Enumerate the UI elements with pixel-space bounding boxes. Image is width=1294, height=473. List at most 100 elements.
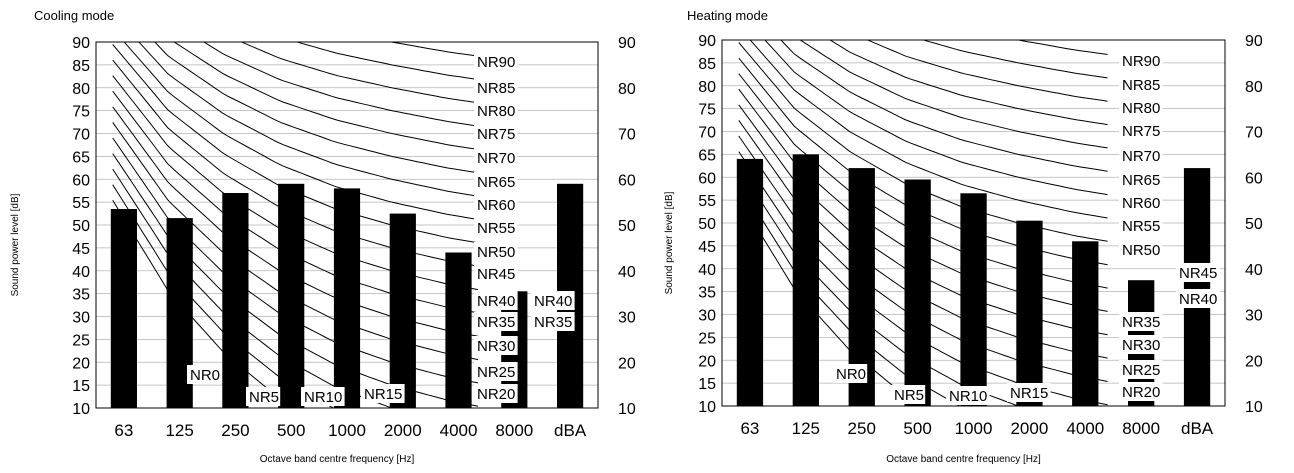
x-tick-label: 250 bbox=[848, 419, 876, 438]
nr-label-text: NR0 bbox=[190, 367, 220, 384]
x-axis-title: Octave band centre frequency [Hz] bbox=[260, 454, 415, 465]
x-tick-label: 8000 bbox=[495, 421, 533, 440]
y-tick-label-right: 10 bbox=[618, 401, 636, 418]
y-tick-label-right: 50 bbox=[1245, 216, 1263, 233]
bar bbox=[1072, 241, 1099, 406]
nr-label-text: NR40 bbox=[534, 293, 572, 310]
chart-title: Heating mode bbox=[687, 8, 768, 23]
nr-label-bg bbox=[1119, 312, 1163, 331]
nr-curve bbox=[1015, 40, 1108, 55]
nr-label-bg bbox=[474, 195, 518, 214]
y-tick-label: 10 bbox=[698, 399, 716, 416]
nr-label-bg bbox=[1007, 383, 1051, 402]
plot-frame bbox=[95, 41, 599, 409]
y-tick-label-right: 30 bbox=[618, 310, 636, 327]
y-tick-label-right: 60 bbox=[1245, 170, 1263, 187]
y-tick-label-right: 20 bbox=[618, 355, 636, 372]
y-tick-label: 90 bbox=[72, 35, 90, 52]
nr-label-text: NR5 bbox=[894, 387, 924, 404]
nr-label: NR35 bbox=[1119, 312, 1163, 331]
nr-label: NR75 bbox=[1119, 121, 1163, 140]
y-tick-label: 25 bbox=[72, 332, 90, 349]
bar bbox=[445, 252, 472, 408]
nr-label-text: NR55 bbox=[1122, 218, 1160, 235]
nr-label-bg bbox=[474, 101, 518, 120]
nr-label-text: NR40 bbox=[477, 293, 515, 310]
nr-label-text: NR20 bbox=[477, 386, 515, 403]
nr-label: NR90 bbox=[474, 52, 518, 71]
nr-label: NR45 bbox=[474, 264, 518, 283]
y-tick-label-right: 50 bbox=[618, 218, 636, 235]
y-tick-label: 75 bbox=[698, 102, 716, 119]
nr-label-bg bbox=[1119, 98, 1163, 117]
y-tick-label-right: 10 bbox=[1245, 399, 1263, 416]
x-tick-label: 63 bbox=[114, 421, 133, 440]
y-tick-label: 90 bbox=[698, 33, 716, 50]
y-tick-label: 15 bbox=[698, 376, 716, 393]
nr-label-text: NR30 bbox=[1122, 337, 1160, 354]
nr-curve bbox=[202, 42, 479, 127]
nr-curve bbox=[764, 40, 1108, 196]
y-tick-label: 80 bbox=[698, 79, 716, 96]
y-tick-label-right: 90 bbox=[618, 35, 636, 52]
nr-label-text: NR85 bbox=[1122, 77, 1160, 94]
y-tick-label: 25 bbox=[698, 330, 716, 347]
nr-label: NR5 bbox=[891, 385, 926, 404]
nr-label: NR35 bbox=[531, 312, 575, 331]
y-tick-label: 75 bbox=[72, 104, 90, 121]
x-tick-labels: 63 125 250 500 1000 2000 4000 8000 dBA bbox=[114, 421, 586, 440]
bar bbox=[1016, 220, 1043, 406]
nr-label: NR70 bbox=[474, 148, 518, 167]
nr-label-text: NR90 bbox=[477, 54, 515, 71]
y-tick-label: 60 bbox=[698, 170, 716, 187]
nr-curve bbox=[154, 42, 479, 174]
nr-label: NR20 bbox=[1119, 382, 1163, 401]
nr-label: NR85 bbox=[1119, 75, 1163, 94]
y-tick-label-right: 70 bbox=[1245, 125, 1263, 142]
nr-label-bg bbox=[474, 124, 518, 143]
x-tick-label: 2000 bbox=[384, 421, 422, 440]
nr-label: NR20 bbox=[474, 384, 518, 403]
nr-label-bg bbox=[474, 312, 518, 331]
nr-label-bg bbox=[946, 386, 990, 405]
nr-label-bg bbox=[474, 362, 518, 381]
nr-label-bg bbox=[1119, 146, 1163, 165]
nr-label-bg bbox=[1119, 216, 1163, 235]
nr-label-text: NR0 bbox=[836, 366, 866, 383]
y-tick-label-right: 30 bbox=[1245, 308, 1263, 325]
x-tick-label: 63 bbox=[740, 419, 759, 438]
nr-labels: NR20 NR25 NR30 NR35 NR50 NR55 NR60 NR65 NR70 NR75… bbox=[833, 51, 1220, 405]
x-tick-label: dBA bbox=[554, 421, 587, 440]
x-tick-label: 125 bbox=[792, 419, 820, 438]
nr-label-text: NR80 bbox=[477, 103, 515, 120]
bar bbox=[960, 193, 987, 406]
bar bbox=[278, 183, 305, 408]
nr-label: NR65 bbox=[474, 172, 518, 191]
nr-label: NR60 bbox=[1119, 193, 1163, 212]
nr-label: NR15 bbox=[1007, 383, 1051, 402]
nr-label: NR85 bbox=[474, 78, 518, 97]
nr-label-bg bbox=[474, 78, 518, 97]
nr-label-text: NR25 bbox=[1122, 362, 1160, 379]
y-tick-labels: 10 10 15 20 20 25 30 30 35 40 40 45 50 50 55 60 60 65 70 70… bbox=[72, 35, 636, 418]
nr-label: NR30 bbox=[1119, 335, 1163, 354]
nr-label-text: NR90 bbox=[1122, 53, 1160, 70]
nr-label: NR10 bbox=[946, 386, 990, 405]
bar bbox=[904, 179, 931, 406]
y-tick-label: 45 bbox=[698, 239, 716, 256]
nr-label-bg bbox=[1119, 193, 1163, 212]
y-axis-title: Sound power level [dB] bbox=[664, 191, 675, 294]
nr-label: NR75 bbox=[474, 124, 518, 143]
bar bbox=[389, 213, 416, 408]
nr-label-text: NR35 bbox=[534, 314, 572, 331]
y-tick-label: 70 bbox=[698, 125, 716, 142]
nr-label-text: NR50 bbox=[477, 244, 515, 261]
nr-label-text: NR75 bbox=[1122, 123, 1160, 140]
y-tick-label: 55 bbox=[698, 193, 716, 210]
x-tick-label: 125 bbox=[165, 421, 193, 440]
x-tick-label: dBA bbox=[1181, 419, 1214, 438]
nr-label-text: NR60 bbox=[1122, 195, 1160, 212]
x-tick-label: 500 bbox=[903, 419, 931, 438]
y-tick-label: 30 bbox=[698, 308, 716, 325]
nr-label-text: NR5 bbox=[249, 389, 279, 406]
